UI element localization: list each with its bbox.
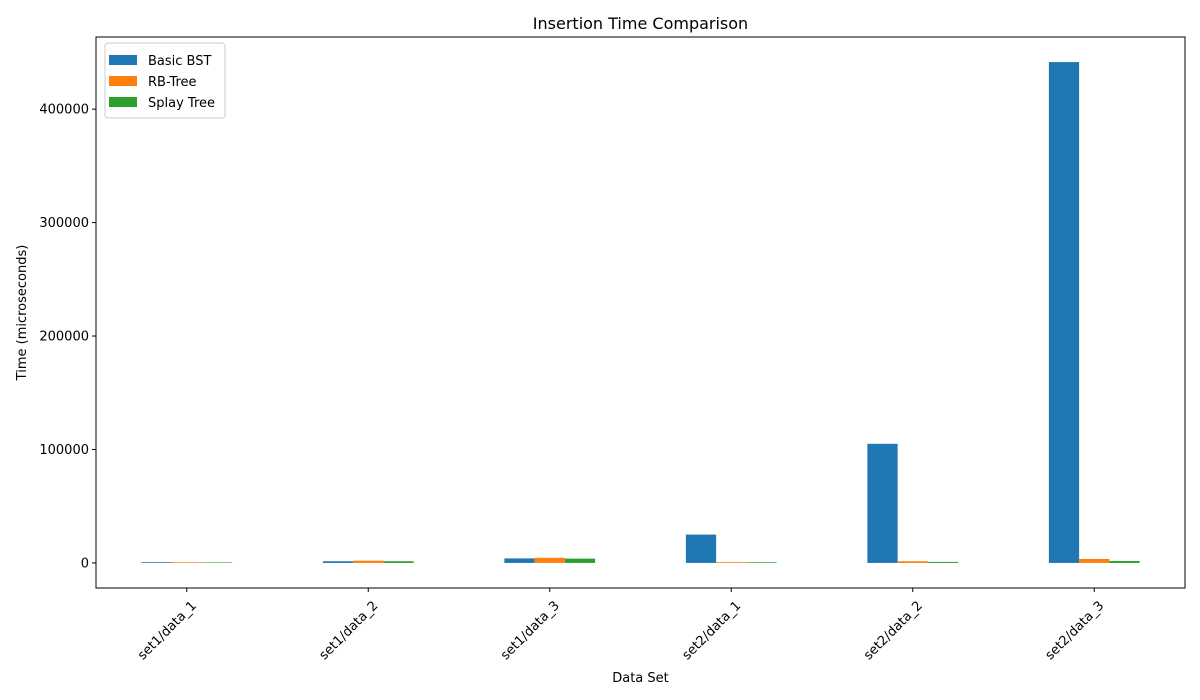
plot-frame	[95, 36, 1186, 589]
legend-label: Splay Tree	[148, 96, 215, 111]
bar-basic-bst-1	[322, 561, 354, 563]
bar-basic-bst-2	[504, 558, 535, 563]
bars-group	[141, 62, 1140, 563]
bar-splay-tree-3	[746, 562, 777, 563]
bar-splay-tree-0	[201, 562, 233, 563]
bar-rb-tree-1	[353, 560, 384, 563]
y-tick-label: 200000	[39, 330, 89, 345]
plot-area	[96, 37, 1185, 588]
legend: Basic BST RB-Tree Splay Tree	[104, 42, 226, 119]
bar-rb-tree-3	[716, 562, 747, 563]
y-tick-label: 400000	[39, 103, 89, 118]
bar-rb-tree-0	[171, 562, 202, 563]
bar-basic-bst-5	[1048, 62, 1080, 563]
chart-title: Insertion Time Comparison	[533, 14, 748, 33]
bar-rb-tree-5	[1079, 558, 1110, 563]
bar-basic-bst-4	[867, 443, 898, 563]
x-axis-label: Data Set	[612, 671, 669, 686]
legend-label: RB-Tree	[148, 75, 197, 90]
legend-swatch-basic-bst	[109, 55, 137, 65]
bar-rb-tree-4	[897, 561, 928, 563]
bar-rb-tree-2	[534, 557, 565, 563]
x-tick-label: set1/data_2	[317, 598, 382, 663]
y-tick-label: 0	[81, 556, 89, 571]
x-tick-label: set1/data_3	[498, 598, 563, 663]
bar-splay-tree-4	[927, 561, 959, 563]
x-tick-label: set1/data_1	[135, 598, 200, 663]
bar-splay-tree-5	[1109, 561, 1140, 563]
x-tick-label: set2/data_2	[861, 598, 926, 663]
legend-label: Basic BST	[148, 54, 211, 69]
bar-splay-tree-2	[564, 558, 596, 563]
bar-basic-bst-0	[141, 562, 172, 563]
y-axis-label: Time (microseconds)	[15, 245, 30, 382]
bar-basic-bst-3	[685, 534, 717, 563]
y-tick-label: 300000	[39, 216, 89, 231]
legend-swatch-splay-tree	[109, 97, 137, 107]
x-tick-label: set2/data_3	[1043, 598, 1108, 663]
bar-splay-tree-1	[383, 561, 414, 563]
x-tick-label: set2/data_1	[680, 598, 745, 663]
y-tick-label: 100000	[39, 443, 89, 458]
legend-swatch-rb-tree	[109, 76, 137, 86]
